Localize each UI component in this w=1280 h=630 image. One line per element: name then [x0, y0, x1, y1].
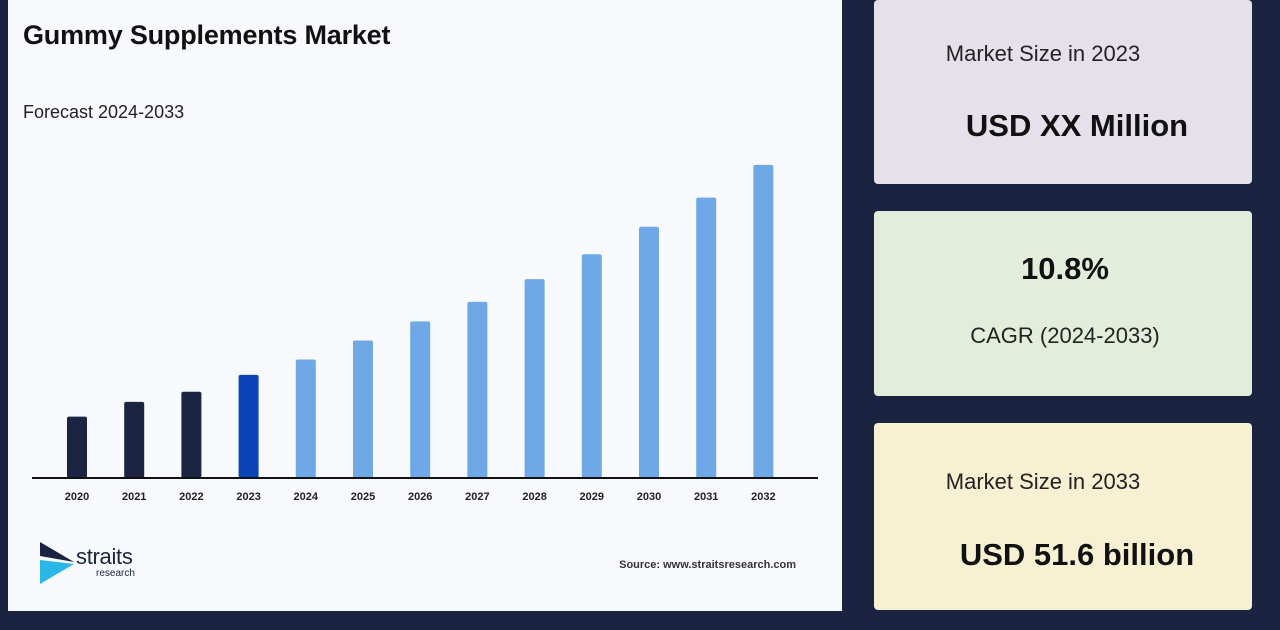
- bar-2025: [353, 340, 373, 478]
- bars-group: [67, 164, 774, 478]
- bar-2027: [467, 301, 488, 478]
- x-tick-label-2031: 2031: [694, 491, 718, 503]
- bar-2028: [524, 279, 545, 478]
- chart-subtitle: Forecast 2024-2033: [23, 102, 185, 122]
- chart-panel: 2020 2021 2022 2023 2024 2025 2026 2027 2028 2029…: [8, 0, 842, 611]
- x-tick-label-2028: 2028: [522, 491, 546, 503]
- bar-2032: [753, 164, 774, 478]
- market-size-2023-value: USD XX Million: [965, 108, 1189, 143]
- x-tick-label-2030: 2030: [637, 491, 661, 503]
- logo-subtext: research: [96, 568, 135, 579]
- cagr-value: 10.8%: [1021, 251, 1109, 286]
- straits-logo-icon: [40, 542, 74, 584]
- market-size-2033-card: Market Size in 2033 USD 51.6 billion: [874, 423, 1252, 610]
- x-tick-label-2021: 2021: [122, 491, 146, 503]
- bar-2026: [410, 321, 431, 478]
- logo-wordmark: straits: [76, 544, 133, 569]
- x-tick-label-2027: 2027: [465, 491, 489, 503]
- market-size-2023-card: Market Size in 2023 USD XX Million: [874, 0, 1252, 184]
- chart-title: Gummy Supplements Market: [23, 20, 391, 50]
- bar-2020: [67, 416, 87, 478]
- straits-research-logo: straits research: [40, 542, 160, 586]
- x-tick-label-2022: 2022: [179, 491, 203, 503]
- bar-2022: [181, 391, 202, 478]
- market-size-2033-value: USD 51.6 billion: [959, 537, 1195, 572]
- x-tick-label-2029: 2029: [580, 491, 604, 503]
- bar-2023: [238, 374, 259, 478]
- bar-2031: [696, 197, 717, 478]
- x-tick-label-2032: 2032: [751, 491, 775, 503]
- bar-2030: [639, 226, 659, 478]
- bar-2021: [124, 401, 145, 478]
- x-tick-label-2020: 2020: [65, 491, 89, 503]
- bar-2024: [295, 359, 316, 478]
- bar-chart: 2020 2021 2022 2023 2024 2025 2026 2027 2028 2029…: [32, 164, 818, 503]
- bar-2029: [581, 254, 602, 478]
- source-note: Source: www.straitsresearch.com: [619, 559, 796, 571]
- x-tick-labels: 2020 2021 2022 2023 2024 2025 2026 2027 2028 2029…: [65, 491, 776, 503]
- market-size-2023-label: Market Size in 2023: [945, 41, 1141, 66]
- cagr-label: CAGR (2024-2033): [970, 323, 1160, 348]
- x-tick-label-2023: 2023: [236, 491, 260, 503]
- cagr-card: 10.8% CAGR (2024-2033): [874, 211, 1252, 396]
- x-tick-label-2026: 2026: [408, 491, 432, 503]
- x-tick-label-2025: 2025: [351, 491, 375, 503]
- x-tick-label-2024: 2024: [294, 491, 319, 503]
- market-size-2033-label: Market Size in 2033: [945, 469, 1141, 494]
